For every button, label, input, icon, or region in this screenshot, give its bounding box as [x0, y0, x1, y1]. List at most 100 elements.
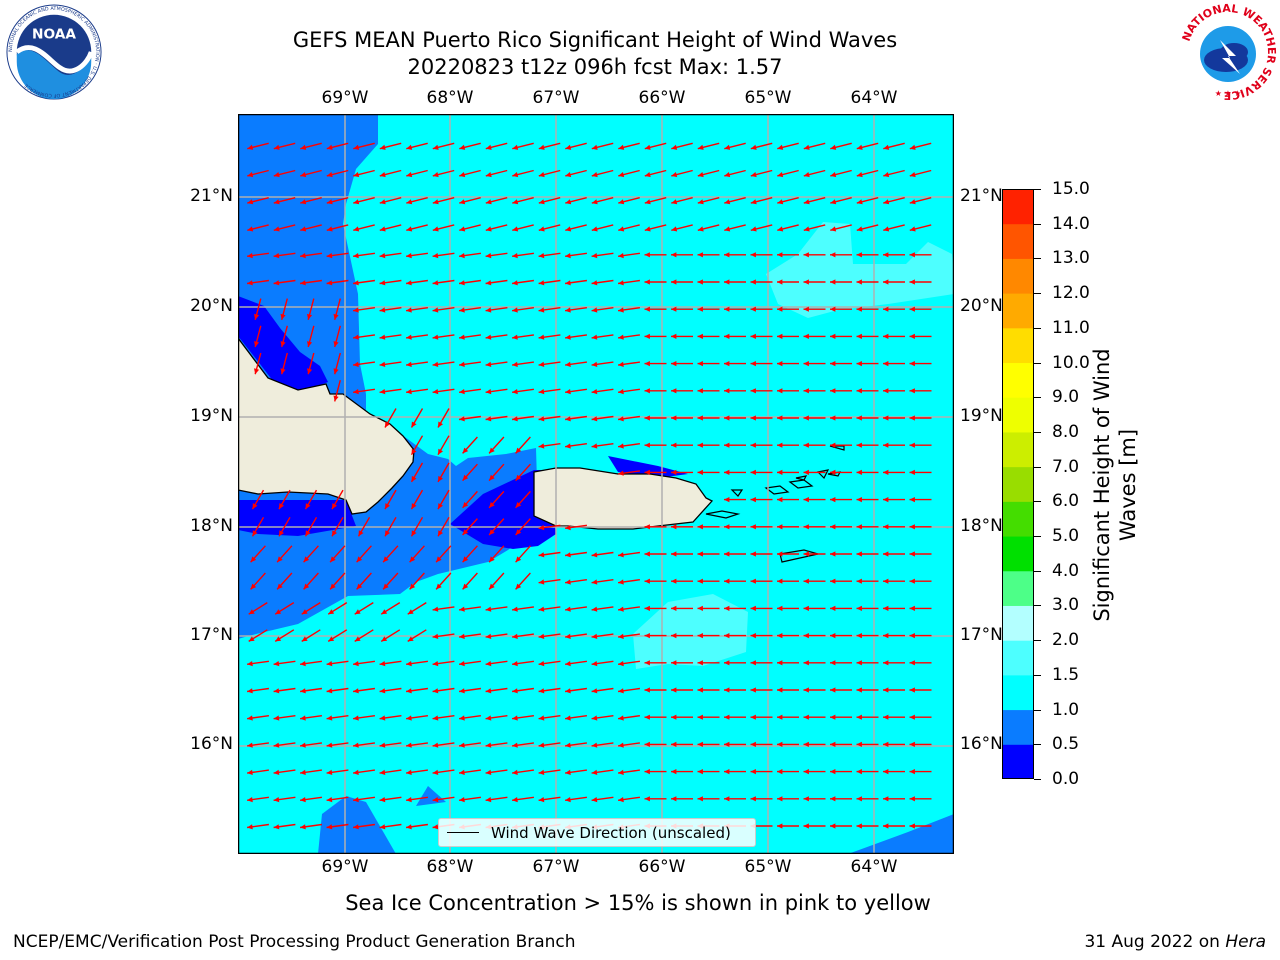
- colorbar-segment: [1002, 189, 1034, 225]
- wind-wave-arrowhead: [379, 661, 386, 667]
- wind-wave-arrowhead: [591, 769, 598, 775]
- wind-wave-arrowhead: [406, 824, 412, 830]
- wind-wave-arrowhead: [671, 551, 677, 557]
- wind-wave-arrowhead: [565, 226, 572, 232]
- wind-wave-arrowhead: [332, 503, 337, 510]
- colorbar-tick-mark: [1034, 431, 1041, 433]
- wind-wave-arrowhead: [538, 144, 545, 150]
- wind-wave-arrowhead: [724, 714, 730, 720]
- colorbar-segment: [1002, 605, 1034, 641]
- wind-wave-arrowhead: [273, 172, 280, 178]
- wind-wave-arrowhead: [591, 688, 598, 694]
- wind-wave-arrowhead: [671, 796, 677, 802]
- lat-label: 17°N: [960, 625, 1003, 645]
- wind-wave-arrowhead: [591, 715, 598, 721]
- wind-wave-arrowhead: [803, 306, 809, 312]
- wind-wave-arrowhead: [750, 769, 756, 775]
- wind-wave-arrowhead: [353, 715, 359, 721]
- colorbar-segment: [1002, 466, 1034, 502]
- wind-wave-arrowhead: [671, 524, 677, 530]
- wind-wave-arrowhead: [644, 469, 650, 475]
- wind-wave-arrowhead: [750, 226, 757, 232]
- wind-wave-arrowhead: [459, 606, 465, 612]
- colorbar-tick-mark: [1034, 744, 1041, 746]
- wind-wave-arrowhead: [830, 469, 836, 475]
- wind-wave-arrowhead: [485, 144, 492, 150]
- wind-wave-arrowhead: [644, 226, 651, 232]
- wind-wave-arrowhead: [883, 605, 889, 611]
- wind-wave-arrowhead: [379, 199, 386, 205]
- wind-wave-arrowhead: [432, 253, 439, 259]
- wind-wave-arrowhead: [750, 306, 756, 312]
- wind-wave-arrowhead: [538, 742, 545, 748]
- colorbar-segment: [1002, 397, 1034, 433]
- wind-wave-arrowhead: [591, 226, 598, 232]
- wind-wave-arrowhead: [724, 769, 730, 775]
- colorbar-tick-label: 9.0: [1052, 387, 1080, 408]
- colorbar-tick-label: 7.0: [1052, 456, 1080, 477]
- colorbar-tick-label: 2.0: [1052, 630, 1080, 651]
- wind-wave-arrowhead: [830, 199, 837, 205]
- wind-wave-arrowhead: [909, 226, 916, 232]
- wind-wave-arrowhead: [406, 715, 412, 721]
- wind-wave-arrowhead: [247, 226, 254, 232]
- wind-wave-arrowhead: [462, 447, 469, 454]
- wind-wave-arrowhead: [777, 741, 783, 747]
- wind-wave-arrowhead: [411, 475, 417, 482]
- wind-wave-arrowhead: [803, 633, 809, 639]
- wind-wave-arrowhead: [856, 823, 862, 829]
- wave-zone-0-0.5-mona-passage: [450, 470, 556, 549]
- colorbar-segment: [1002, 293, 1034, 329]
- colorbar-tick-label: 13.0: [1052, 248, 1090, 269]
- wind-wave-arrowhead: [565, 416, 571, 422]
- wind-wave-arrowhead: [409, 583, 416, 590]
- wind-wave-arrowhead: [909, 144, 916, 150]
- wind-wave-arrowhead: [909, 687, 915, 693]
- wind-wave-arrowhead: [830, 279, 836, 285]
- wind-wave-arrowhead: [883, 172, 890, 178]
- wind-wave-arrowhead: [671, 442, 677, 448]
- wind-wave-arrowhead: [697, 633, 703, 639]
- wind-wave-arrowhead: [485, 797, 492, 803]
- wind-wave-arrowhead: [300, 715, 306, 721]
- wind-wave-arrowhead: [432, 280, 439, 286]
- colorbar-tick-mark: [1034, 640, 1041, 642]
- wind-wave-arrowhead: [591, 280, 598, 286]
- wind-wave-arrowhead: [750, 741, 756, 747]
- lat-label: 20°N: [960, 296, 1003, 316]
- wind-wave-arrowhead: [406, 361, 412, 367]
- wind-wave-arrowhead: [724, 252, 730, 258]
- wind-wave-arrowhead: [724, 469, 730, 475]
- wind-wave-arrowhead: [697, 714, 703, 720]
- wind-wave-arrowhead: [644, 633, 650, 639]
- wind-wave-arrowhead: [724, 687, 730, 693]
- wind-wave-arrowhead: [697, 660, 703, 666]
- wind-wave-arrowhead: [750, 524, 756, 530]
- wind-wave-arrowhead: [462, 529, 469, 535]
- wind-wave-arrowhead: [379, 742, 386, 748]
- wind-wave-arrowhead: [644, 415, 650, 421]
- wind-wave-arrowhead: [644, 714, 650, 720]
- wind-wave-arrowhead: [856, 741, 862, 747]
- wind-wave-arrowhead: [385, 530, 390, 537]
- wind-wave-arrowhead: [644, 333, 650, 339]
- wind-wave-arrowhead: [565, 552, 571, 558]
- colorbar-tick-mark: [1034, 327, 1041, 329]
- wind-wave-arrowhead: [307, 313, 313, 320]
- wind-wave-arrowhead: [379, 144, 386, 150]
- wind-wave-arrowhead: [724, 442, 730, 448]
- wind-wave-arrowhead: [353, 769, 359, 775]
- wind-wave-arrowhead: [856, 306, 862, 312]
- wind-wave-arrowhead: [332, 530, 337, 537]
- wind-wave-arrowhead: [406, 742, 412, 748]
- wind-wave-arrowhead: [353, 172, 360, 178]
- wind-wave-arrowhead: [538, 226, 545, 232]
- wind-wave-arrowhead: [538, 307, 545, 313]
- wind-wave-arrowhead: [724, 172, 731, 178]
- wind-wave-arrowhead: [750, 469, 756, 475]
- wind-wave-arrowhead: [432, 226, 439, 232]
- wind-wave-arrowhead: [247, 797, 253, 803]
- wind-wave-arrowhead: [462, 502, 469, 508]
- wind-wave-arrowhead: [671, 578, 677, 584]
- wind-wave-arrowhead: [883, 388, 889, 394]
